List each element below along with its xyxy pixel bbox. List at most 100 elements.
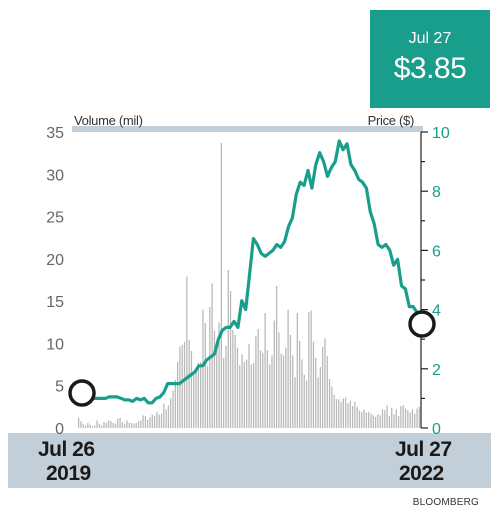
volume-bar bbox=[273, 320, 275, 428]
volume-bar bbox=[365, 412, 368, 428]
volume-bar bbox=[121, 422, 124, 428]
volume-bar bbox=[193, 373, 195, 428]
volume-bar bbox=[204, 323, 206, 428]
volume-bar bbox=[84, 425, 87, 428]
volume-bar bbox=[393, 414, 395, 428]
volume-bar bbox=[397, 416, 400, 428]
volume-bar bbox=[124, 423, 126, 428]
volume-bar bbox=[319, 367, 321, 428]
volume-bar bbox=[232, 329, 234, 428]
volume-bar bbox=[301, 359, 303, 428]
volume-bar bbox=[188, 340, 190, 428]
volume-bar bbox=[87, 422, 89, 428]
date-band bbox=[8, 433, 491, 488]
volume-bar bbox=[411, 409, 414, 428]
volume-bar bbox=[167, 405, 170, 428]
volume-bar bbox=[255, 335, 257, 428]
volume-bar bbox=[117, 418, 119, 428]
volume-bar bbox=[377, 414, 379, 428]
volume-bar bbox=[409, 412, 411, 428]
volume-bar bbox=[361, 411, 363, 428]
volume-bar bbox=[216, 347, 218, 428]
volume-bar bbox=[105, 422, 107, 428]
volume-bar bbox=[310, 310, 312, 428]
volume-bar bbox=[220, 142, 222, 429]
start-date-label: Jul 26 2019 bbox=[38, 438, 95, 486]
volume-bar bbox=[386, 405, 388, 428]
volume-bar bbox=[144, 416, 147, 428]
volume-bar bbox=[80, 421, 82, 428]
volume-bar bbox=[165, 409, 167, 428]
volume-bar bbox=[126, 420, 128, 428]
volume-bar bbox=[308, 312, 310, 428]
volume-bar bbox=[91, 426, 94, 428]
volume-bar bbox=[225, 345, 227, 428]
volume-bar bbox=[227, 269, 229, 428]
volume-bar bbox=[372, 415, 374, 428]
volume-bar bbox=[315, 357, 317, 428]
volume-bar bbox=[324, 338, 326, 428]
volume-bar bbox=[206, 366, 209, 428]
volume-bar bbox=[331, 386, 333, 428]
callout-date: Jul 27 bbox=[408, 30, 452, 47]
volume-bar bbox=[103, 422, 105, 428]
volume-bar bbox=[202, 309, 204, 428]
volume-bar bbox=[101, 425, 103, 428]
start-date-year: 2019 bbox=[46, 462, 91, 485]
volume-bar bbox=[354, 401, 356, 428]
volume-bar bbox=[236, 347, 239, 428]
callout-price: $3.85 bbox=[393, 52, 467, 85]
volume-bar bbox=[287, 309, 289, 428]
price-tick-label: 10 bbox=[432, 125, 450, 142]
volume-bar bbox=[340, 401, 342, 428]
volume-bar bbox=[179, 346, 181, 428]
volume-bar bbox=[303, 374, 305, 428]
volume-bar bbox=[322, 346, 324, 428]
volume-bar bbox=[183, 341, 186, 428]
volume-bar bbox=[158, 414, 160, 428]
volume-bar bbox=[292, 355, 294, 428]
price-tick-label: 0 bbox=[432, 421, 441, 438]
volume-bar bbox=[345, 397, 347, 428]
volume-bar bbox=[356, 406, 358, 428]
volume-axis: 0 5 10 15 20 25 30 35 bbox=[46, 125, 64, 438]
volume-bar bbox=[395, 409, 397, 428]
volume-bar bbox=[234, 334, 236, 428]
volume-bar bbox=[400, 406, 402, 428]
volume-bar bbox=[264, 312, 266, 428]
volume-tick-label: 25 bbox=[46, 210, 64, 227]
volume-bar bbox=[285, 347, 287, 428]
volume-bar bbox=[368, 411, 370, 428]
volume-bar bbox=[135, 422, 137, 428]
volume-tick-label: 0 bbox=[55, 421, 64, 438]
volume-bar bbox=[195, 372, 197, 428]
volume-bar bbox=[213, 330, 216, 428]
volume-bar bbox=[252, 362, 255, 428]
volume-bar bbox=[98, 423, 100, 428]
volume-bar bbox=[296, 312, 298, 428]
volume-bar bbox=[269, 364, 271, 428]
price-tick-label: 4 bbox=[432, 303, 441, 320]
end-marker bbox=[408, 310, 436, 338]
start-marker bbox=[68, 379, 96, 407]
volume-bar bbox=[317, 377, 319, 428]
volume-bar bbox=[388, 416, 391, 428]
volume-bar bbox=[259, 350, 262, 428]
volume-bar bbox=[229, 290, 232, 428]
volume-bar bbox=[262, 352, 264, 428]
volume-bar bbox=[418, 406, 420, 428]
volume-axis-label: Volume (mil) bbox=[74, 113, 143, 128]
volume-bar bbox=[363, 409, 365, 428]
volume-bar bbox=[147, 419, 149, 428]
volume-bar bbox=[200, 362, 202, 428]
volume-bar bbox=[381, 409, 384, 428]
volume-bar bbox=[250, 364, 252, 428]
volume-bar bbox=[78, 417, 80, 428]
volume-bar bbox=[278, 332, 280, 428]
volume-bar bbox=[151, 414, 153, 428]
volume-bar bbox=[156, 411, 158, 428]
volume-tick-label: 30 bbox=[46, 167, 64, 184]
end-date-label: Jul 27 2022 bbox=[395, 438, 452, 486]
price-axis: 0 2 4 6 8 10 bbox=[420, 125, 450, 438]
